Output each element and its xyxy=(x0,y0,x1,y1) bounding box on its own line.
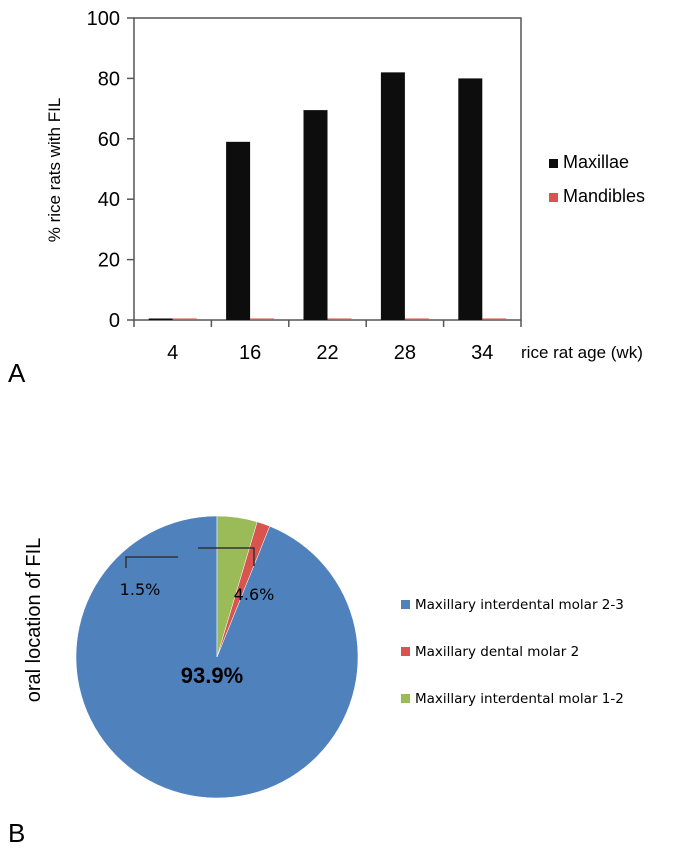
pie-slice xyxy=(216,515,258,658)
legend-label: Maxillae xyxy=(563,152,629,172)
y-tick-label: 0 xyxy=(109,310,120,332)
panel-label-a: A xyxy=(8,358,26,388)
legend-label: Maxillary interdental molar 1-2 xyxy=(415,691,624,707)
bar-maxillae xyxy=(226,141,251,320)
legend-swatch xyxy=(401,600,410,609)
legend-swatch xyxy=(401,694,410,703)
bar-legend: Maxillae Mandibles xyxy=(549,152,645,206)
x-tick-label: 34 xyxy=(471,342,493,364)
leader-line xyxy=(125,556,178,568)
y-tick-label: 100 xyxy=(87,8,120,30)
pie-chart: oral location of FIL 93.9% 1.5% 4.6% Maxil… xyxy=(23,515,624,799)
pie-side-label: oral location of FIL xyxy=(23,538,45,703)
pie-label-major: 93.9% xyxy=(181,663,243,688)
y-tick-label: 80 xyxy=(98,68,120,90)
pie-label-minor: 4.6% xyxy=(234,585,275,604)
legend-label: Mandibles xyxy=(563,186,645,206)
pie-label-minor: 1.5% xyxy=(120,580,161,599)
y-tick-label: 60 xyxy=(98,129,120,151)
legend-swatch xyxy=(401,647,410,656)
y-tick-label: 40 xyxy=(98,189,120,211)
bar-mandibles xyxy=(250,318,275,320)
bar-mandibles xyxy=(404,318,429,320)
legend-swatch xyxy=(549,193,558,202)
legend-label: Maxillary interdental molar 2-3 xyxy=(415,597,624,613)
x-tick-label: 4 xyxy=(167,342,178,364)
bar-maxillae xyxy=(148,318,173,320)
bar-maxillae xyxy=(458,78,483,321)
bar-mandibles xyxy=(327,318,352,320)
leader-line xyxy=(198,547,255,566)
y-axis-label: % rice rats with FIL xyxy=(45,98,64,243)
x-tick-label: 28 xyxy=(394,342,416,364)
bar-chart: 0 20 40 60 80 100 4 16 22 28 34 % rice rats with … xyxy=(45,8,645,364)
x-axis: 4 16 22 28 34 xyxy=(133,320,522,364)
pie-slices xyxy=(75,515,359,799)
x-axis-label: rice rat age (wk) xyxy=(521,343,643,362)
legend-label: Maxillary dental molar 2 xyxy=(415,644,579,660)
bar-mandibles xyxy=(482,318,507,320)
panel-label-b: B xyxy=(8,818,25,848)
pie-value-labels: 93.9% 1.5% 4.6% xyxy=(120,547,275,688)
bar-maxillae xyxy=(303,110,328,320)
legend-swatch xyxy=(549,159,558,168)
bar-series xyxy=(148,72,507,321)
y-tick-label: 20 xyxy=(98,250,120,272)
x-tick-label: 22 xyxy=(316,342,338,364)
y-axis: 0 20 40 60 80 100 xyxy=(87,8,134,332)
bar-maxillae xyxy=(380,72,405,320)
pie-legend: Maxillary interdental molar 2-3 Maxillary… xyxy=(401,597,624,707)
bar-mandibles xyxy=(172,318,197,320)
x-tick-label: 16 xyxy=(239,342,261,364)
